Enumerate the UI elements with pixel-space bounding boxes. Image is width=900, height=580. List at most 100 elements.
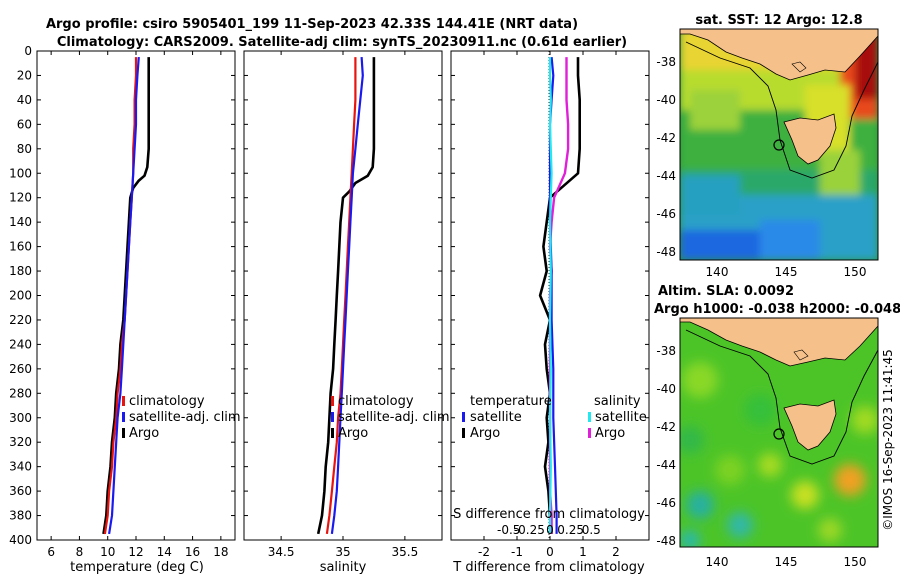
sla-map-title: Altim. SLA: 0.0092 [658, 284, 794, 299]
panel-1-tick-marks [244, 50, 442, 541]
sdiff-tick-0.25: 0.25 [557, 523, 584, 537]
depth-tick-200: 200 [9, 289, 32, 303]
legend-label-argo: Argo [129, 426, 159, 441]
temp-tick-16: 16 [185, 545, 200, 559]
depth-tick-20: 20 [17, 68, 32, 82]
sla-map-subtitle: Argo h1000: -0.038 h2000: -0.048 [654, 302, 900, 317]
sst-lat-tick: -42 [656, 131, 676, 145]
temperature-series [102, 57, 150, 535]
legend-label-climatology: climatology [129, 394, 205, 409]
sst-map [680, 29, 878, 260]
sst-lat-tick: -44 [656, 169, 676, 183]
depth-tick-140: 140 [9, 215, 32, 229]
tdiff-tick-1: 1 [579, 545, 587, 559]
depth-tick-60: 60 [17, 117, 32, 131]
legend-title-temperature: temperature [470, 394, 552, 409]
sla-map-frame [679, 317, 879, 548]
depth-tick-380: 380 [9, 509, 32, 523]
salinity-plot-frame [243, 50, 443, 541]
sla-lat-tick: -42 [656, 420, 676, 434]
sst-lat-tick: -38 [656, 55, 676, 69]
satellite-salinity-line [330, 57, 364, 535]
argo-temperature-line [102, 57, 150, 535]
tdiff-tick-2: 2 [612, 545, 620, 559]
depth-tick-340: 340 [9, 460, 32, 474]
panel-0-x-tick-marks [50, 51, 222, 540]
legend-label-t-satellite: satellite [470, 410, 522, 425]
legend-swatch-satellite [122, 412, 125, 422]
sst-lon-tick: 145 [775, 265, 798, 279]
panel-1-x-tick-marks [280, 51, 406, 540]
temp-tick-8: 8 [76, 545, 84, 559]
argo-temperature-difference-line [538, 57, 582, 535]
temperature-legend: climatology satellite-adj. clim Argo [122, 394, 241, 441]
legend-swatch-climatology [122, 396, 125, 406]
depth-tick-300: 300 [9, 411, 32, 425]
imos-credit: ©IMOS 16-Sep-2023 11:41:45 [881, 349, 895, 531]
figure-title-line1: Argo profile: csiro 5905401_199 11-Sep-2… [46, 17, 578, 32]
temp-tick-14: 14 [157, 545, 172, 559]
sst-map-frame [679, 28, 879, 261]
sdiff-tick-m0.5: -0.5 [497, 523, 520, 537]
depth-tick-0: 0 [24, 44, 32, 58]
legend-swatch-t-satellite [462, 412, 465, 422]
sla-lat-tick: -40 [656, 382, 676, 396]
depth-tick-260: 260 [9, 362, 32, 376]
legend-label-satellite: satellite-adj. clim [338, 410, 450, 425]
depth-tick-100: 100 [9, 166, 32, 180]
temp-tick-18: 18 [213, 545, 228, 559]
panel-0-tick-marks [37, 50, 235, 541]
panel-2-tick-marks [451, 50, 649, 541]
tdiff-tick-0: 0 [546, 545, 554, 559]
legend-label-argo: Argo [338, 426, 368, 441]
tdiff-tick-m1: -1 [511, 545, 523, 559]
temperature-x-label: temperature (deg C) [70, 560, 204, 575]
legend-swatch-climatology [331, 396, 334, 406]
depth-tick-80: 80 [17, 142, 32, 156]
legend-swatch-t-argo [462, 428, 465, 438]
sla-lon-tick: 140 [706, 555, 729, 569]
sst-map-ticks: -38 -40 -42 -44 -46 -48 140 145 150 [656, 55, 866, 279]
legend-swatch-argo [122, 428, 125, 438]
sdiff-tick-m0.25: -0.25 [514, 523, 545, 537]
argo-location-marker [773, 428, 785, 440]
argo-location-marker [773, 139, 785, 151]
sst-lon-tick: 140 [706, 265, 729, 279]
t-difference-x-label: T difference from climatology [452, 560, 645, 575]
figure-title-line2: Climatology: CARS2009. Satellite-adj cli… [57, 35, 627, 50]
sla-lat-tick: -38 [656, 344, 676, 358]
legend-label-t-argo: Argo [470, 426, 500, 441]
difference-legend-temperature: temperature satellite Argo [462, 394, 552, 441]
depth-tick-40: 40 [17, 93, 32, 107]
legend-swatch-s-argo [588, 428, 591, 438]
depth-tick-280: 280 [9, 386, 32, 400]
sla-lat-tick: -48 [656, 534, 676, 548]
sla-map-ticks: -38 -40 -42 -44 -46 -48 140 145 150 [656, 344, 866, 569]
depth-tick-360: 360 [9, 484, 32, 498]
depth-tick-160: 160 [9, 240, 32, 254]
depth-tick-120: 120 [9, 191, 32, 205]
sst-lon-tick: 150 [844, 265, 867, 279]
sla-lat-tick: -44 [656, 458, 676, 472]
legend-title-salinity: salinity [594, 394, 641, 409]
satellite-salinity-difference-line [548, 57, 553, 534]
legend-label-s-argo: Argo [595, 426, 625, 441]
depth-tick-240: 240 [9, 337, 32, 351]
legend-label-climatology: climatology [338, 394, 414, 409]
temp-tick-10: 10 [100, 545, 115, 559]
legend-swatch-s-satellite [588, 412, 591, 422]
sla-map [680, 318, 878, 547]
climatology-salinity-line [325, 57, 357, 535]
sal-tick-34.5: 34.5 [268, 545, 295, 559]
salinity-legend: climatology satellite-adj. clim Argo [331, 394, 450, 441]
temperature-x-ticks: 6 8 10 12 14 16 18 [47, 545, 228, 559]
legend-label-s-satellite: satellite [595, 410, 647, 425]
sal-tick-35: 35 [335, 545, 350, 559]
satellite-temperature-line [108, 57, 140, 535]
salinity-x-label: salinity [320, 560, 367, 575]
legend-swatch-argo [331, 428, 334, 438]
sal-tick-35.5: 35.5 [392, 545, 419, 559]
legend-swatch-satellite [331, 412, 334, 422]
salinity-x-ticks: 34.5 35 35.5 [268, 545, 418, 559]
